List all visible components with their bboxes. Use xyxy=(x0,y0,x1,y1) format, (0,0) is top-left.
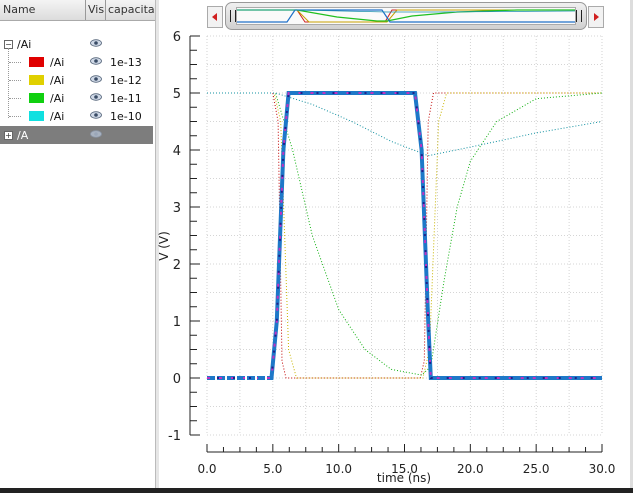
signal-label: /Ai xyxy=(50,110,65,123)
column-capacitance[interactable]: capacita xyxy=(108,3,155,16)
svg-text:20.0: 20.0 xyxy=(457,462,484,476)
eye-icon[interactable] xyxy=(90,130,102,138)
tree-item[interactable]: /Ai 1e-10 xyxy=(0,107,153,125)
capacitance-value: 1e-11 xyxy=(110,92,142,105)
svg-text:1: 1 xyxy=(173,315,181,330)
tree-line xyxy=(9,80,21,81)
tree-line xyxy=(9,98,21,99)
y-axis-label: V (V) xyxy=(158,231,171,261)
window-bottom-border xyxy=(0,488,633,493)
svg-text:5.0: 5.0 xyxy=(263,462,282,476)
svg-text:25.0: 25.0 xyxy=(523,462,550,476)
signal-label: /Ai xyxy=(50,92,65,105)
axes: -1 0 1 2 3 4 5 6 0.0 5.0 10.0 15.0 20.0 25.0 30.0 xyxy=(168,30,615,476)
overview-preview xyxy=(236,7,576,25)
scroll-right-button[interactable] xyxy=(588,6,604,28)
signal-label: /Ai xyxy=(50,56,65,69)
svg-text:15.0: 15.0 xyxy=(391,462,418,476)
arrow-left-icon xyxy=(212,13,217,21)
scrollbar-thumb[interactable] xyxy=(225,2,587,30)
overview-waveform xyxy=(237,9,576,23)
svg-text:30.0: 30.0 xyxy=(589,462,616,476)
left-grip-handle[interactable] xyxy=(230,10,236,22)
scroll-left-button[interactable] xyxy=(207,6,223,28)
waveform-traces[interactable] xyxy=(207,91,603,381)
tree-line xyxy=(9,116,21,117)
color-swatch-yellow xyxy=(29,75,44,85)
signal-label: /Ai xyxy=(17,38,32,51)
svg-text:5: 5 xyxy=(173,87,181,102)
overview-scrollbar[interactable] xyxy=(207,2,604,30)
capacitance-value: 1e-12 xyxy=(110,74,142,87)
expand-icon[interactable]: + xyxy=(4,131,13,140)
signal-label: /A xyxy=(17,129,29,142)
svg-text:3: 3 xyxy=(173,201,181,216)
tree-item[interactable]: /Ai 1e-11 xyxy=(0,89,153,107)
eye-icon[interactable] xyxy=(90,57,102,65)
svg-text:0: 0 xyxy=(173,372,181,387)
arrow-right-icon xyxy=(594,13,599,21)
x-axis-label: time (ns) xyxy=(377,471,431,485)
right-grip-handle[interactable] xyxy=(576,10,582,22)
window-edge xyxy=(630,0,633,488)
column-header: Name Vis capacita xyxy=(0,0,155,21)
waveform-plot[interactable]: -1 0 1 2 3 4 5 6 0.0 5.0 10.0 15.0 20.0 25.0 30.0 time… xyxy=(158,28,630,488)
svg-text:4: 4 xyxy=(173,144,181,159)
grid xyxy=(206,35,603,436)
svg-text:6: 6 xyxy=(173,30,181,45)
signal-list-panel: Name Vis capacita − /Ai /Ai 1e-13 /Ai 1e… xyxy=(0,0,156,493)
column-vis[interactable]: Vis xyxy=(88,3,105,16)
eye-icon[interactable] xyxy=(90,111,102,119)
color-swatch-red xyxy=(29,57,44,67)
eye-icon[interactable] xyxy=(90,93,102,101)
tree-item[interactable]: /Ai 1e-13 xyxy=(0,53,153,71)
signal-label: /Ai xyxy=(50,74,65,87)
svg-text:2: 2 xyxy=(173,258,181,273)
capacitance-value: 1e-10 xyxy=(110,110,142,123)
eye-icon[interactable] xyxy=(90,39,102,47)
eye-icon[interactable] xyxy=(90,75,102,83)
column-separator[interactable] xyxy=(85,0,86,20)
tree-line xyxy=(9,62,21,63)
capacitance-value: 1e-13 xyxy=(110,56,142,69)
tree-item[interactable]: /Ai 1e-12 xyxy=(0,71,153,89)
panel-splitter[interactable] xyxy=(155,0,159,493)
svg-text:-1: -1 xyxy=(168,429,181,444)
tree-line xyxy=(8,48,9,118)
color-swatch-cyan xyxy=(29,111,44,121)
column-name[interactable]: Name xyxy=(3,3,36,16)
column-separator[interactable] xyxy=(105,0,106,20)
tree-group-ai[interactable]: − /Ai xyxy=(0,35,153,53)
tree-group-a[interactable]: + /A xyxy=(0,126,153,144)
svg-text:0.0: 0.0 xyxy=(197,462,216,476)
svg-text:10.0: 10.0 xyxy=(325,462,352,476)
color-swatch-green xyxy=(29,93,44,103)
